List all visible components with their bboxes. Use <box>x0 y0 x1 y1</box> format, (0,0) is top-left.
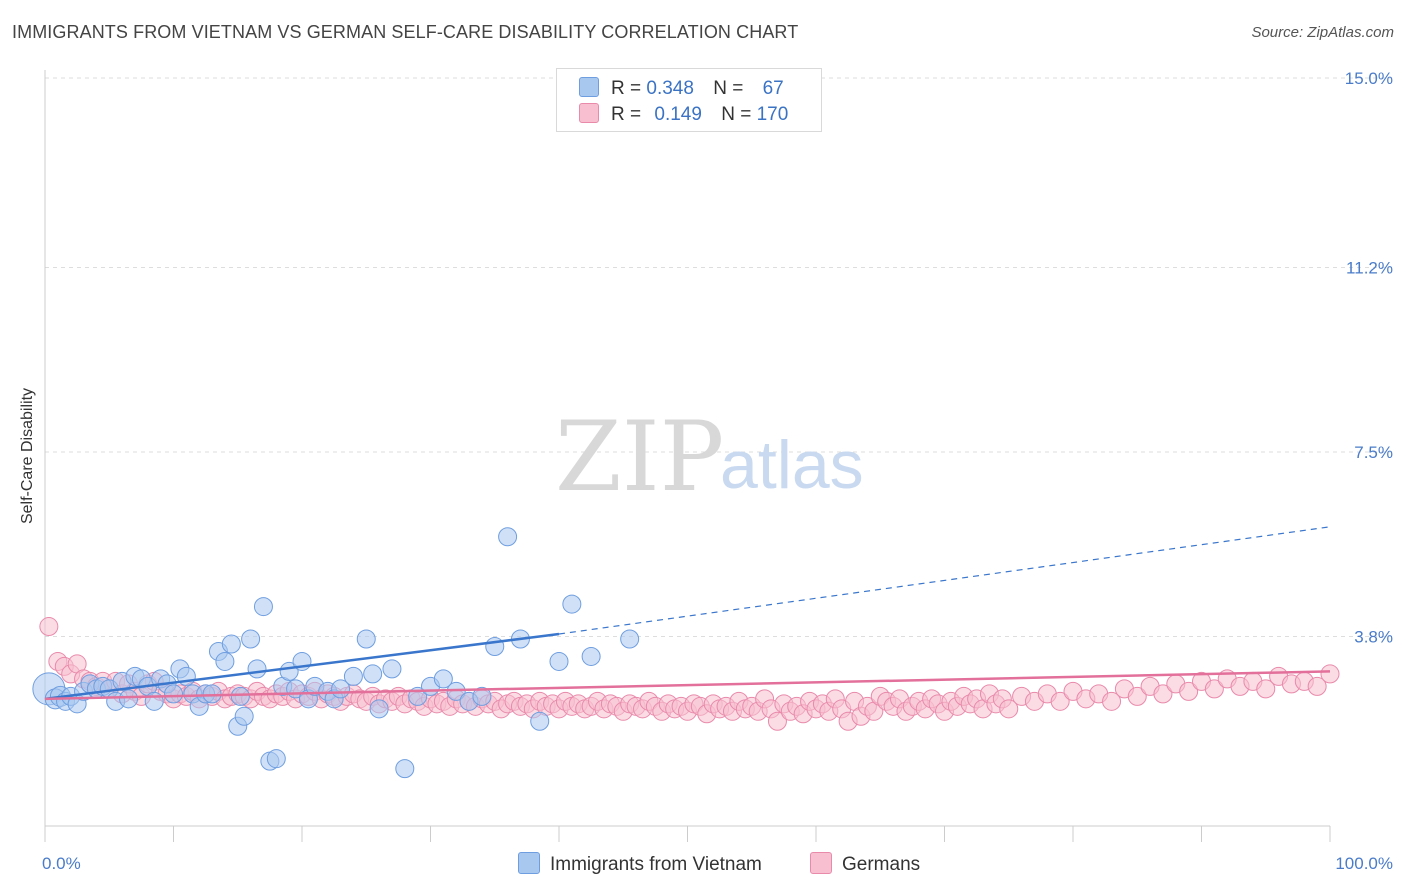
y-tick-label: 7.5% <box>1354 443 1393 462</box>
germans-point <box>1256 679 1276 699</box>
y-tick-label: 3.8% <box>1354 628 1393 647</box>
vietnam-point <box>241 629 261 649</box>
germans-point <box>1179 681 1199 701</box>
grid-lines <box>45 77 1392 638</box>
vietnam-point <box>253 597 273 617</box>
germans-point <box>1050 691 1070 711</box>
germans-point <box>1102 691 1122 711</box>
watermark: ZIP atlas <box>555 401 864 513</box>
germans-point <box>1153 684 1173 704</box>
vietnam-point <box>234 706 254 726</box>
germans-point <box>767 711 787 731</box>
vietnam-point <box>247 659 267 679</box>
vietnam-point <box>562 594 582 614</box>
germans-point <box>1320 664 1340 684</box>
germans-point <box>1127 686 1147 706</box>
legend-r-label: R = <box>611 78 642 99</box>
vietnam-point <box>356 629 376 649</box>
tick-labels: 3.8% 7.5% 11.2% 15.0% 0.0% 100.0% <box>42 69 1393 873</box>
legend-row-germans: R = 0.149 N = 170 <box>579 103 788 125</box>
germans-point <box>1204 679 1224 699</box>
vietnam-point <box>549 651 569 671</box>
x-tick-label: 0.0% <box>42 854 81 873</box>
vietnam-point <box>369 699 389 719</box>
vietnam-point <box>215 651 235 671</box>
germans-trend-line <box>44 670 1331 701</box>
vietnam-trend-extension <box>558 526 1331 635</box>
vietnam-point <box>202 684 222 704</box>
vietnam-point <box>363 664 383 684</box>
legend-r-value: 0.149 <box>654 104 702 125</box>
legend-row-vietnam: R = 0.348 N = 67 <box>579 77 784 99</box>
legend-swatch-germans <box>579 103 599 123</box>
germans-point <box>39 617 59 637</box>
vietnam-point <box>164 684 183 704</box>
vietnam-point <box>230 686 250 706</box>
legend-n-label: N = <box>713 78 744 99</box>
y-tick-label: 15.0% <box>1345 69 1393 88</box>
vietnam-trend-line <box>44 632 560 701</box>
legend-swatch-vietnam <box>579 77 599 97</box>
chart-title: IMMIGRANTS FROM VIETNAM VS GERMAN SELF-C… <box>12 22 799 42</box>
legend-r-label: R = <box>611 104 642 125</box>
data-points <box>32 527 1340 779</box>
bottom-legend-swatch-germans <box>810 852 832 874</box>
vietnam-point <box>382 659 402 679</box>
vietnam-point <box>433 669 453 689</box>
bottom-legend-label: Immigrants from Vietnam <box>550 854 762 875</box>
vietnam-point <box>119 689 139 709</box>
vietnam-point <box>530 711 550 731</box>
legend-n-label: N = <box>721 104 752 125</box>
bottom-legend-swatch-vietnam <box>518 852 540 874</box>
vietnam-point <box>144 691 164 711</box>
legend-n-value: 67 <box>762 78 784 99</box>
watermark-zip: ZIP <box>555 401 724 513</box>
vietnam-point <box>221 634 241 654</box>
vietnam-point <box>620 629 640 649</box>
vietnam-point <box>266 749 286 769</box>
bottom-legend-label: Germans <box>842 854 921 875</box>
bottom-legend-germans: Germans <box>810 852 920 876</box>
vietnam-point <box>343 666 363 686</box>
y-tick-label: 11.2% <box>1346 258 1393 277</box>
watermark-atlas: atlas <box>720 427 864 503</box>
correlation-legend: R = 0.348 N = 67 R = 0.149 N = 170 <box>556 68 822 132</box>
bottom-legend-vietnam: Immigrants from Vietnam <box>518 852 762 876</box>
germans-point <box>999 699 1019 719</box>
vietnam-point <box>472 686 492 706</box>
legend-r-value: 0.348 <box>646 78 694 99</box>
vietnam-point <box>581 646 601 666</box>
trend-lines <box>44 526 1331 701</box>
legend-n-value: 170 <box>756 104 789 125</box>
vietnam-point <box>395 759 415 779</box>
germans-point <box>1307 676 1327 696</box>
chart-source: Source: ZipAtlas.com <box>1251 24 1394 41</box>
x-tick-label: 100.0% <box>1335 854 1393 873</box>
vietnam-point <box>498 527 518 547</box>
